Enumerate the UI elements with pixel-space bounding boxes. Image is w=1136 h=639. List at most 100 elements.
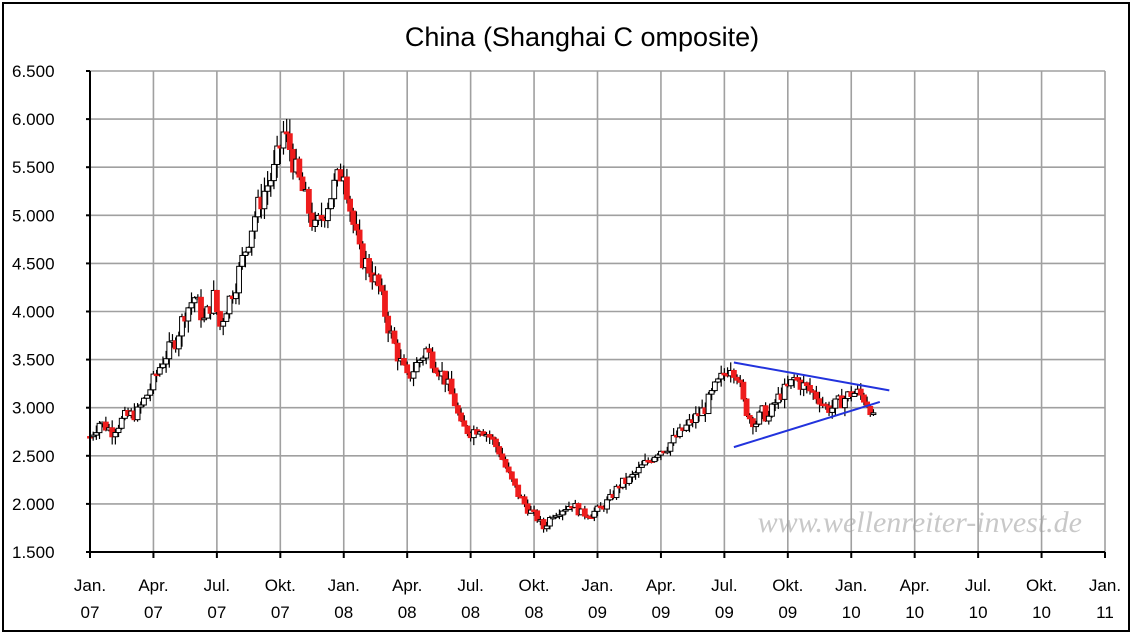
candle-up	[423, 348, 430, 359]
candle-down	[385, 315, 392, 334]
candle-down	[822, 403, 829, 407]
candle-down	[426, 348, 433, 353]
candle-down	[730, 369, 737, 378]
y-tick-label: 4.500	[12, 254, 55, 273]
candle-up	[639, 464, 645, 468]
candle-down	[480, 431, 487, 436]
candle-up	[832, 398, 839, 409]
x-axis-labels: Jan. 07 Apr. 07 Jul. 07 Okt. 07 Jan. 08 Apr. 08 Jul.…	[74, 576, 1121, 622]
chart-frame: China (Shanghai C omposite) www.wellenre…	[2, 2, 1130, 632]
candle-up	[137, 404, 144, 408]
candle-down	[581, 508, 588, 517]
x-tick-label-month: Apr.	[138, 576, 168, 595]
candle-up	[274, 145, 281, 165]
candle-up	[559, 510, 566, 516]
x-tick-label-year: 11	[1096, 603, 1114, 622]
candle-down	[734, 376, 740, 381]
candle-up	[543, 525, 550, 530]
candle-up	[670, 434, 677, 444]
candle-down	[816, 398, 823, 405]
candle-up	[629, 473, 636, 478]
candle-up	[242, 251, 249, 256]
candle-up	[788, 379, 794, 387]
candle-up	[144, 394, 150, 399]
candle-down	[750, 418, 756, 428]
candle-down	[486, 434, 493, 438]
candle-up	[772, 402, 779, 405]
candle-up	[328, 198, 334, 210]
x-tick-label-year: 10	[905, 603, 924, 622]
x-tick-label-year: 08	[525, 603, 544, 622]
y-axis-labels: 1.500 2.000 2.500 3.000 3.500 4.000 4.500 5.000…	[12, 62, 55, 562]
chart-canvas: China (Shanghai C omposite) www.wellenre…	[12, 22, 1121, 622]
x-tick-label-year: 10	[1032, 603, 1051, 622]
candle-down	[588, 516, 595, 520]
trendline	[733, 361, 890, 392]
axes	[86, 70, 1106, 558]
x-tick-label-month: Jan.	[581, 576, 613, 595]
candle-up	[115, 427, 122, 434]
y-tick-label: 4.000	[12, 303, 55, 322]
trendline	[733, 400, 881, 449]
candle-down	[461, 420, 468, 427]
x-tick-label-month: Jul.	[965, 576, 991, 595]
x-tick-label-month: Okt.	[1026, 576, 1057, 595]
candle-up	[410, 371, 417, 379]
candle-up	[851, 392, 858, 397]
candle-down	[375, 274, 382, 287]
x-tick-label-month: Okt.	[772, 576, 803, 595]
x-tick-label-year: 08	[398, 603, 417, 622]
candle-up	[781, 383, 788, 400]
candle-up	[271, 163, 277, 182]
x-tick-label-month: Apr.	[646, 576, 676, 595]
candle-up	[765, 415, 772, 422]
y-tick-label: 2.000	[12, 495, 55, 514]
candle-up	[635, 466, 642, 474]
candle-down	[857, 388, 864, 396]
x-tick-label-year: 07	[271, 603, 290, 622]
candle-down	[359, 243, 366, 269]
candle-up	[604, 499, 610, 510]
candle-up	[594, 505, 601, 512]
candle-up	[324, 208, 331, 222]
candle-up	[800, 382, 807, 390]
candle-down	[296, 158, 303, 178]
x-tick-label-year: 09	[778, 603, 797, 622]
candle-down	[746, 414, 753, 420]
candle-up	[201, 317, 208, 321]
candle-up	[626, 476, 633, 484]
candle-up	[239, 254, 246, 267]
candle-down	[401, 358, 407, 366]
x-tick-label-month: Jan.	[74, 576, 106, 595]
candle-up	[147, 389, 154, 396]
y-tick-label: 6.000	[12, 110, 55, 129]
candle-up	[667, 442, 674, 452]
candle-down	[337, 169, 344, 182]
candle-up	[160, 363, 166, 369]
candle-down	[458, 412, 465, 422]
candle-up	[166, 341, 173, 360]
candle-up	[562, 509, 569, 512]
candle-up	[175, 335, 182, 350]
candle-down	[810, 390, 817, 393]
candle-up	[711, 381, 718, 392]
candle-down	[429, 351, 436, 369]
candle-up	[179, 316, 185, 337]
candle-down	[305, 188, 312, 214]
candle-up	[756, 411, 763, 425]
candle-up	[632, 472, 639, 475]
x-tick-label-year: 07	[81, 603, 100, 622]
candle-up	[141, 397, 147, 406]
trendlines	[733, 361, 890, 449]
candle-up	[118, 417, 125, 429]
candle-up	[226, 295, 233, 315]
candle-down	[153, 373, 160, 377]
candle-up	[185, 307, 192, 322]
gridlines	[89, 70, 1106, 553]
candle-down	[344, 176, 350, 200]
candle-down	[404, 364, 411, 374]
candle-up	[236, 265, 242, 294]
candle-up	[233, 292, 239, 300]
candle-up	[93, 432, 100, 436]
candle-down	[502, 458, 509, 468]
